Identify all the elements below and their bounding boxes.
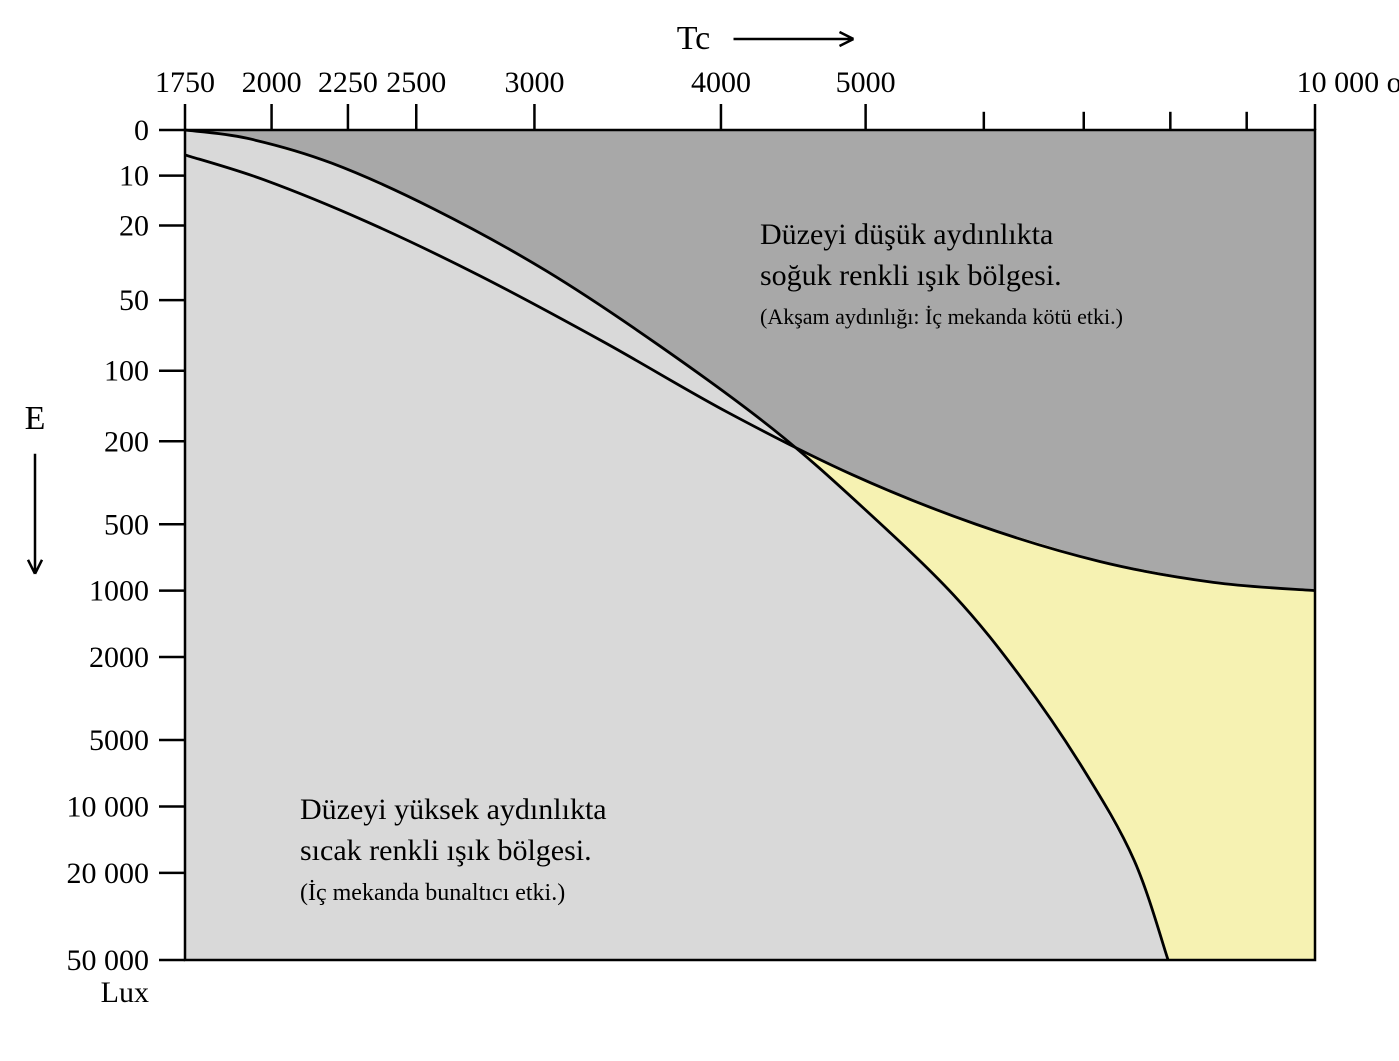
warm-region-label: Düzeyi yüksek aydınlıkta sıcak renkli ış… — [300, 790, 607, 909]
svg-text:50 000: 50 000 — [67, 944, 150, 977]
top-axis-unit-label: 10 000 oK — [1297, 66, 1399, 99]
svg-text:50: 50 — [119, 284, 149, 317]
left-axis-title: E — [25, 400, 46, 574]
left-axis-arrow-icon — [28, 454, 42, 574]
svg-text:20: 20 — [119, 209, 149, 242]
svg-text:4000: 4000 — [691, 66, 751, 99]
svg-text:100: 100 — [104, 355, 149, 388]
cool-region-note: (Akşam aydınlığı: İç mekanda kötü etki.) — [760, 302, 1123, 332]
top-axis-arrow-icon — [734, 32, 854, 46]
warm-region-note: (İç mekanda bunaltıcı etki.) — [300, 877, 607, 909]
warm-region-line-1: Düzeyi yüksek aydınlıkta — [300, 790, 607, 831]
svg-text:10 000: 10 000 — [67, 790, 150, 823]
left-axis-ticks: 0 10 20 50 100 200 500 1000 2000 5000 10 000 20 000… — [67, 114, 186, 977]
svg-text:5000: 5000 — [836, 66, 896, 99]
svg-text:20 000: 20 000 — [67, 857, 150, 890]
svg-text:2000: 2000 — [89, 641, 149, 674]
svg-text:0: 0 — [134, 114, 149, 147]
top-axis-title-text: Tc — [677, 20, 711, 57]
svg-text:200: 200 — [104, 425, 149, 458]
top-axis-ticks: 1750 2000 22502500 3000 4000 5000 — [155, 66, 1315, 130]
top-axis-title: Tc — [677, 20, 854, 57]
svg-text:5000: 5000 — [89, 724, 149, 757]
left-axis-unit-label: Lux — [101, 976, 149, 1009]
svg-text:500: 500 — [104, 508, 149, 541]
left-axis-title-text: E — [25, 400, 46, 437]
svg-text:2500: 2500 — [386, 66, 446, 99]
svg-text:2000: 2000 — [242, 66, 302, 99]
svg-text:1000: 1000 — [89, 575, 149, 608]
cool-region-line-2: soğuk renkli ışık bölgesi. — [760, 256, 1123, 297]
warm-region-line-2: sıcak renkli ışık bölgesi. — [300, 831, 607, 872]
kruithof-chart: 1750 2000 22502500 3000 4000 5000 0 10 20 50 100 2… — [0, 0, 1399, 1061]
cool-region-label: Düzeyi düşük aydınlıkta soğuk renkli ışı… — [760, 215, 1123, 332]
svg-text:3000: 3000 — [504, 66, 564, 99]
svg-text:2250: 2250 — [318, 66, 378, 99]
cool-region-line-1: Düzeyi düşük aydınlıkta — [760, 215, 1123, 256]
svg-text:1750: 1750 — [155, 66, 215, 99]
svg-text:10: 10 — [119, 160, 149, 193]
